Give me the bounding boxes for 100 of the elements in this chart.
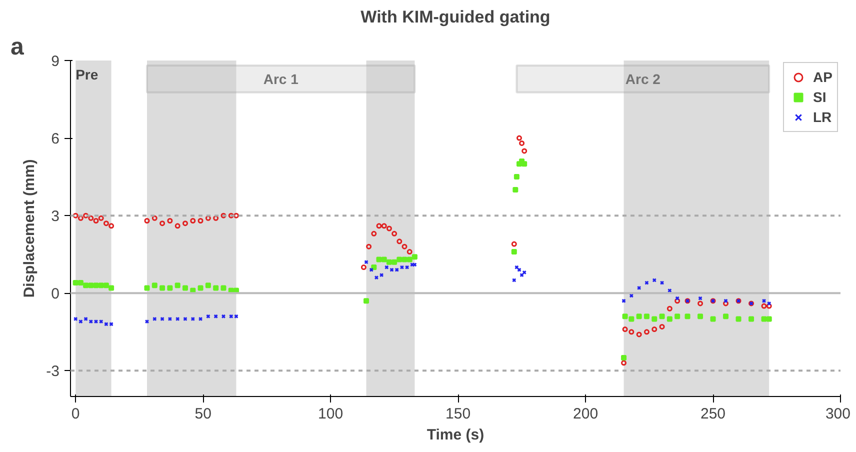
point (698, 300, 704, 306)
point (83, 212, 89, 218)
point (98, 282, 104, 288)
point (220, 212, 226, 218)
point (381, 223, 387, 229)
point (406, 256, 412, 262)
point (182, 285, 188, 291)
point (766, 303, 772, 309)
x-axis-title: Time (s) (426, 426, 484, 444)
point (622, 314, 628, 320)
point (512, 186, 518, 192)
point (198, 285, 204, 291)
point (182, 220, 188, 226)
point (88, 282, 94, 288)
point (198, 218, 204, 224)
point (723, 314, 729, 320)
point (659, 314, 665, 320)
point (396, 256, 402, 262)
point (160, 220, 166, 226)
point (371, 230, 377, 236)
point (511, 241, 517, 247)
point (736, 316, 742, 322)
legend-label: SI (813, 89, 828, 105)
point (386, 259, 392, 265)
point (748, 316, 754, 322)
point (213, 215, 219, 221)
point (371, 264, 377, 270)
point (766, 316, 772, 322)
point (144, 218, 150, 224)
point (392, 230, 398, 236)
point (511, 249, 517, 255)
point (360, 264, 366, 270)
point (213, 285, 219, 291)
point (628, 329, 634, 335)
point (167, 285, 173, 291)
point (103, 282, 109, 288)
point (392, 259, 398, 265)
point (684, 314, 690, 320)
x-tick-label: 200 (573, 406, 598, 422)
point (723, 300, 729, 306)
point (621, 354, 627, 360)
point (144, 285, 150, 291)
point (522, 148, 528, 154)
point (636, 332, 642, 338)
point (144, 319, 150, 324)
point (519, 140, 525, 146)
point (381, 256, 387, 262)
point (402, 244, 408, 250)
point (621, 360, 627, 366)
point (376, 256, 382, 262)
legend-label: LR (813, 109, 833, 125)
y-axis-title: Displacement (mm) (21, 159, 38, 298)
point (83, 282, 89, 288)
band-label: Arc 2 (625, 70, 661, 87)
point (636, 314, 642, 320)
point (103, 220, 109, 226)
point (652, 326, 658, 332)
point (412, 254, 418, 260)
point (698, 314, 704, 320)
point (710, 316, 716, 322)
point (644, 329, 650, 335)
text: a (10, 34, 24, 60)
band-label: Pre (76, 66, 98, 82)
point (88, 215, 94, 221)
point (233, 212, 239, 218)
point (522, 161, 528, 167)
point (72, 212, 78, 218)
point (78, 280, 84, 286)
point (205, 282, 211, 288)
point (93, 218, 99, 224)
point (364, 298, 370, 304)
point (622, 326, 628, 332)
point (220, 285, 226, 291)
point (396, 238, 402, 244)
point (228, 212, 234, 218)
point (108, 223, 114, 229)
point (674, 298, 680, 304)
y-tick-label: 6 (51, 130, 60, 148)
point (666, 316, 672, 322)
point (402, 256, 408, 262)
y-tick-label: 3 (51, 208, 60, 226)
point (174, 223, 180, 229)
point (366, 244, 372, 250)
point (666, 306, 672, 312)
point (644, 314, 650, 320)
point (386, 226, 392, 232)
point (376, 223, 382, 229)
point (514, 174, 520, 180)
point (174, 282, 180, 288)
point (761, 316, 767, 322)
point (167, 218, 173, 224)
point (628, 316, 634, 322)
point (152, 215, 158, 221)
y-tick-label: 9 (51, 53, 60, 70)
point (516, 135, 522, 141)
point (160, 285, 166, 291)
point (659, 324, 665, 330)
point (190, 218, 196, 224)
x-tick-label: 150 (446, 406, 471, 422)
point (406, 249, 412, 255)
